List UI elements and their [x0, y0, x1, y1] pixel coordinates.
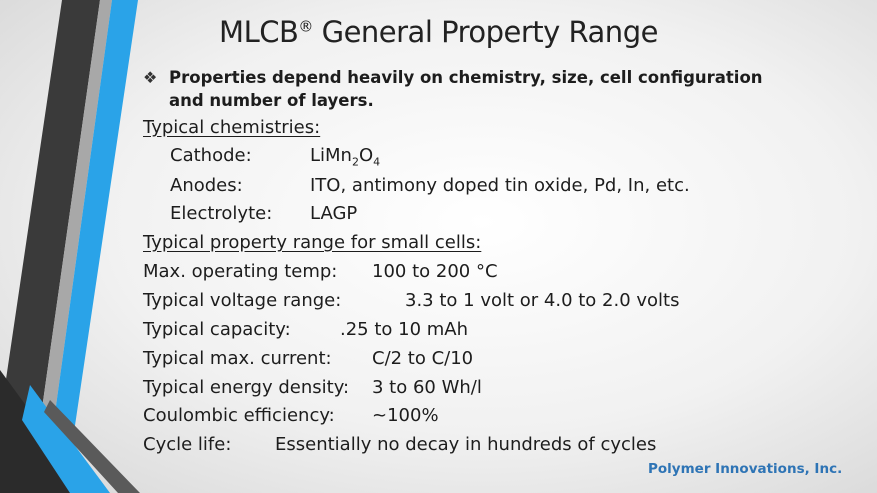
anodes-label: Anodes: [170, 175, 243, 196]
property-label: Typical energy density: [143, 377, 350, 398]
property-value: C/2 to C/10 [372, 348, 474, 369]
property-label: Cycle life: [143, 434, 232, 455]
property-value: .25 to 10 mAh [340, 319, 469, 340]
blue-diagonal-bar [44, 0, 138, 493]
property-value: ~100% [372, 405, 439, 426]
dark-diagonal-bar [0, 0, 100, 493]
bullet-text: Properties depend heavily on chemistry, … [169, 68, 763, 110]
property-heading: Typical property range for small cells: [143, 232, 482, 253]
bullet-point: ❖ Properties depend heavily on chemistry… [143, 66, 763, 112]
gray-diagonal-bar [30, 0, 112, 493]
anodes-value: ITO, antimony doped tin oxide, Pd, In, e… [310, 175, 690, 196]
property-label: Typical voltage range: [143, 290, 342, 311]
property-label: Typical capacity: [143, 319, 291, 340]
chemistries-heading: Typical chemistries: [143, 117, 321, 138]
electrolyte-value: LAGP [310, 203, 358, 224]
cathode-value: LiMn2O4 [310, 145, 381, 169]
property-value: 3.3 to 1 volt or 4.0 to 2.0 volts [405, 290, 680, 311]
property-value: 3 to 60 Wh/l [372, 377, 482, 398]
property-label: Coulombic efficiency: [143, 405, 335, 426]
footer-company-name: Polymer Innovations, Inc. [648, 461, 843, 477]
property-label: Max. operating temp: [143, 261, 338, 282]
cathode-label: Cathode: [170, 145, 252, 166]
lower-gray-wedge [44, 400, 140, 493]
slide-title: MLCB® General Property Range [219, 15, 658, 49]
property-label: Typical max. current: [143, 348, 332, 369]
property-value: Essentially no decay in hundreds of cycl… [275, 434, 657, 455]
diamond-bullet-icon: ❖ [143, 68, 158, 87]
property-value: 100 to 200 °C [372, 261, 498, 282]
electrolyte-label: Electrolyte: [170, 203, 273, 224]
